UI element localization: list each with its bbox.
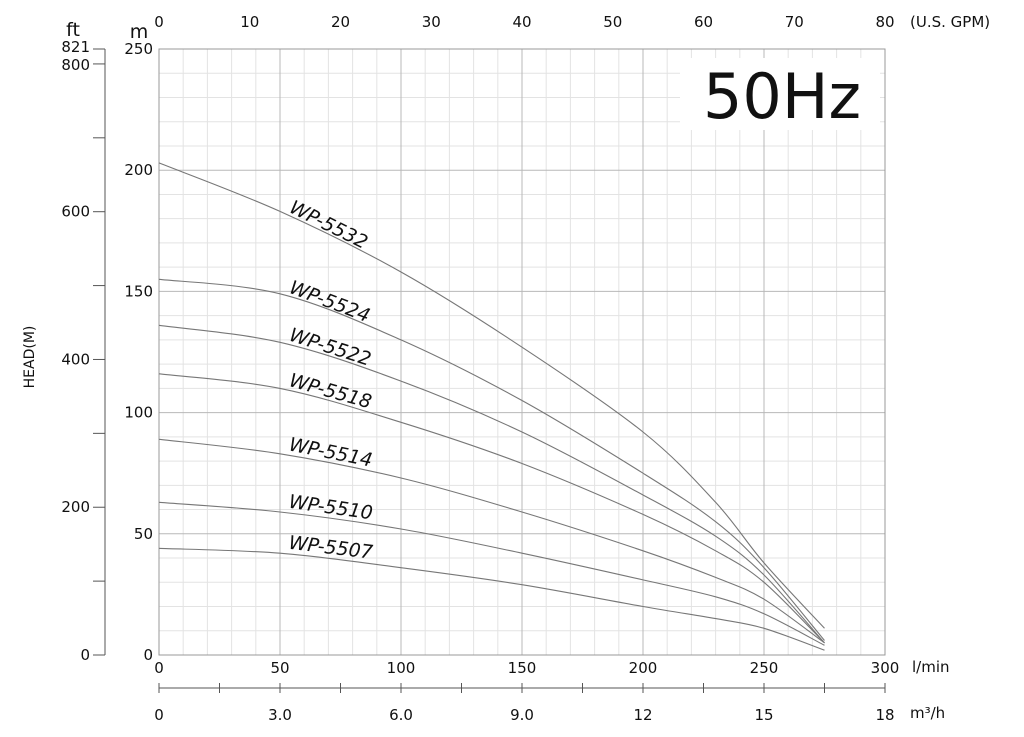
m-tick-label: 250 xyxy=(124,40,153,58)
frequency-badge: 50Hz xyxy=(680,58,880,133)
m3h-tick-label: 3.0 xyxy=(268,706,292,724)
ft-unit-label: ft xyxy=(66,19,80,41)
gpm-tick-label: 50 xyxy=(603,13,622,31)
m3h-unit-label: m³/h xyxy=(910,704,945,722)
ft-tick-label: 200 xyxy=(61,498,90,516)
ft-tick-label: 0 xyxy=(80,646,90,664)
series-labels: WP-5532WP-5524WP-5522WP-5518WP-5514WP-55… xyxy=(286,196,374,563)
series-curve xyxy=(158,324,825,644)
badge-background xyxy=(680,58,880,130)
lmin-tick-label: 200 xyxy=(629,659,658,677)
series-label: WP-5510 xyxy=(287,491,374,525)
gpm-unit-label: (U.S. GPM) xyxy=(910,13,990,31)
gpm-tick-label: 60 xyxy=(694,13,713,31)
series-label: WP-5514 xyxy=(287,434,374,472)
series-curve xyxy=(158,162,825,629)
gpm-tick-label: 30 xyxy=(422,13,441,31)
gpm-axis-ticks: 0 10 20 30 40 50 60 70 80 xyxy=(154,13,894,31)
gpm-tick-label: 70 xyxy=(785,13,804,31)
m-tick-label: 0 xyxy=(143,646,153,664)
gpm-tick-label: 10 xyxy=(240,13,259,31)
gpm-tick-label: 80 xyxy=(875,13,894,31)
m3h-tick-label: 18 xyxy=(875,706,894,724)
lmin-tick-label: 300 xyxy=(871,659,900,677)
m-tick-label: 150 xyxy=(124,282,153,300)
m3h-tick-label: 0 xyxy=(154,706,164,724)
m3h-axis-ticks: 0 3.0 6.0 9.0 12 15 18 xyxy=(154,683,895,724)
m-tick-label: 50 xyxy=(134,525,153,543)
lmin-tick-label: 100 xyxy=(387,659,416,677)
major-grid xyxy=(159,49,885,655)
m3h-tick-label: 9.0 xyxy=(510,706,534,724)
lmin-tick-label: 150 xyxy=(508,659,537,677)
m3h-tick-label: 12 xyxy=(633,706,652,724)
badge-text: 50Hz xyxy=(703,60,861,133)
series-curves xyxy=(158,162,825,651)
series-curve xyxy=(158,501,825,646)
series-label: WP-5518 xyxy=(287,369,374,413)
series-curve xyxy=(158,373,825,644)
m3h-tick-label: 15 xyxy=(754,706,773,724)
lmin-tick-label: 50 xyxy=(270,659,289,677)
m-unit-label: m xyxy=(130,21,149,43)
series-curve xyxy=(158,547,825,651)
y-axis-title: HEAD(M) xyxy=(22,326,38,389)
m-tick-label: 100 xyxy=(124,404,153,422)
plot-frame xyxy=(158,48,886,656)
series-label: WP-5524 xyxy=(286,277,373,328)
gpm-tick-label: 40 xyxy=(512,13,531,31)
series-curve xyxy=(158,278,825,641)
gpm-tick-label: 0 xyxy=(154,13,164,31)
series-curve xyxy=(158,438,825,644)
ft-tick-label: 800 xyxy=(61,56,90,74)
lmin-tick-label: 0 xyxy=(154,659,164,677)
gpm-tick-label: 20 xyxy=(331,13,350,31)
ft-tick-label: 600 xyxy=(61,203,90,221)
lmin-unit-label: l/min xyxy=(912,658,950,676)
ft-tick-label: 821 xyxy=(61,38,90,56)
m-axis-ticks: 0 50 100 150 200 250 xyxy=(124,40,153,664)
lmin-axis-ticks: 0 50 100 150 200 250 300 xyxy=(154,659,899,677)
m-tick-label: 200 xyxy=(124,161,153,179)
lmin-tick-label: 250 xyxy=(750,659,779,677)
m3h-tick-label: 6.0 xyxy=(389,706,413,724)
ft-tick-label: 400 xyxy=(61,350,90,368)
